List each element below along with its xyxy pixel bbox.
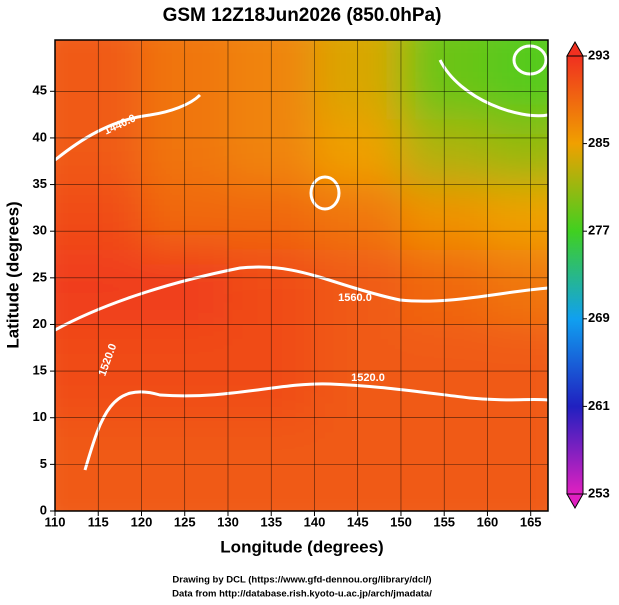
field-cell xyxy=(314,324,402,419)
x-axis-label: Longitude (degrees) xyxy=(220,537,383,556)
field-cell xyxy=(314,184,402,251)
field-cell xyxy=(227,119,316,186)
x-tick-label: 130 xyxy=(217,514,239,529)
y-tick-label: 0 xyxy=(40,502,47,517)
field-cell xyxy=(487,119,548,186)
field-cell xyxy=(314,119,402,186)
field-cell xyxy=(400,40,489,121)
field-cell xyxy=(314,417,402,511)
y-tick-label: 20 xyxy=(33,316,47,331)
x-tick-label: 120 xyxy=(131,514,153,529)
contour-line xyxy=(438,59,548,118)
field-cell xyxy=(141,184,229,251)
y-tick-label: 35 xyxy=(33,176,47,191)
x-tick-label: 150 xyxy=(390,514,412,529)
y-tick-label: 10 xyxy=(33,409,47,424)
colorbar-end xyxy=(566,40,584,57)
contour-line xyxy=(55,93,202,162)
colorbar-tick-label: 293 xyxy=(588,47,610,62)
colorbar-end xyxy=(566,493,584,510)
field-cell xyxy=(227,184,316,251)
contours xyxy=(55,44,548,471)
y-tick-label: 45 xyxy=(33,83,47,98)
x-tick-label: 145 xyxy=(347,514,369,529)
x-tick-label: 165 xyxy=(520,514,542,529)
field-cell xyxy=(55,40,143,121)
y-axis-label: Latitude (degrees) xyxy=(3,201,22,348)
field-cell xyxy=(141,249,229,326)
contour-label: 1560.0 xyxy=(338,292,372,304)
field-cell xyxy=(227,249,316,326)
field-cell xyxy=(227,40,316,121)
y-tick-label: 40 xyxy=(33,129,47,144)
field-cell xyxy=(314,40,402,121)
field-cell xyxy=(400,324,489,419)
contour-line xyxy=(83,382,548,471)
field-cell xyxy=(400,249,489,326)
y-tick-label: 5 xyxy=(40,456,47,471)
y-tick-label: 15 xyxy=(33,363,47,378)
credit: Data from http://database.rish.kyoto-u.a… xyxy=(172,589,432,600)
field-cell xyxy=(400,417,489,511)
field-cell xyxy=(55,249,143,326)
colorbar-tick-label: 253 xyxy=(588,485,610,500)
field-cell xyxy=(141,324,229,419)
contour-line xyxy=(512,44,548,76)
field-cell xyxy=(227,417,316,511)
x-tick-label: 160 xyxy=(477,514,499,529)
field-cell xyxy=(55,184,143,251)
field-cell xyxy=(141,40,229,121)
field-cell xyxy=(55,417,143,511)
field-cell xyxy=(487,324,548,419)
field-cell xyxy=(141,417,229,511)
x-tick-label: 155 xyxy=(433,514,455,529)
field-cell xyxy=(400,184,489,251)
x-tick-label: 110 xyxy=(45,514,66,529)
field-cell xyxy=(487,184,548,251)
colorbar-tick-label: 285 xyxy=(588,135,610,150)
contour-line xyxy=(55,265,548,332)
contour-label: 1520.0 xyxy=(351,372,385,384)
colorbar-tick-label: 269 xyxy=(588,310,610,325)
colorbar-tick-label: 261 xyxy=(588,398,610,413)
x-tick-label: 125 xyxy=(174,514,196,529)
colorbar-tick-label: 277 xyxy=(588,223,610,238)
chart-title: GSM 12Z18Jun2026 (850.0hPa) xyxy=(163,5,442,26)
field-cell xyxy=(227,324,316,419)
field-cell xyxy=(55,324,143,419)
field-cell xyxy=(400,119,489,186)
credit: Drawing by DCL (https://www.gfd-dennou.o… xyxy=(172,575,431,586)
y-tick-label: 25 xyxy=(33,269,47,284)
field-cell xyxy=(141,119,229,186)
x-tick-label: 135 xyxy=(260,514,282,529)
field-layer xyxy=(55,40,548,511)
colorbar xyxy=(566,55,584,495)
y-tick-label: 30 xyxy=(33,223,47,238)
x-tick-label: 140 xyxy=(304,514,326,529)
x-tick-label: 115 xyxy=(88,514,109,529)
contour-line xyxy=(309,175,341,211)
